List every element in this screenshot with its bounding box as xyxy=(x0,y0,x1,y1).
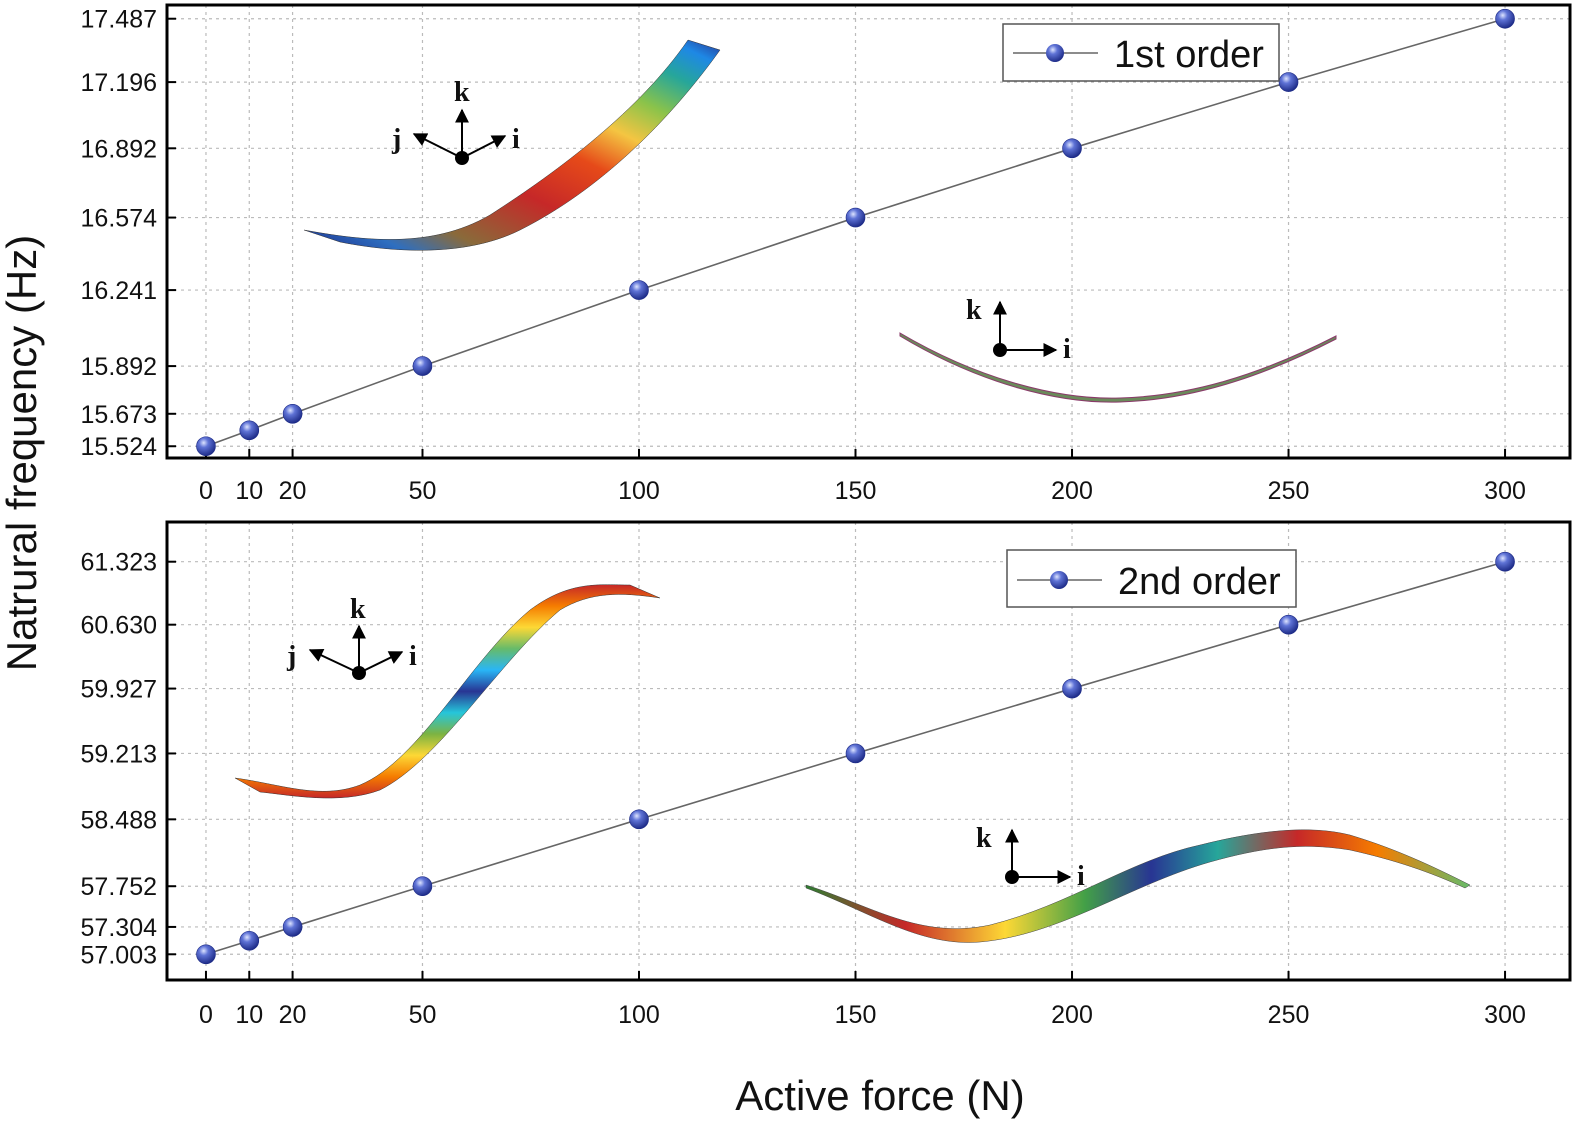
axis-letter-k: k xyxy=(976,823,992,854)
data-point xyxy=(1278,72,1299,92)
x-tick-label: 200 xyxy=(1051,477,1093,505)
x-tick-label: 0 xyxy=(199,477,213,505)
data-point xyxy=(1495,551,1515,572)
axis-letter-j: j xyxy=(286,641,296,672)
legend-marker xyxy=(1050,571,1068,589)
y-tick-label: 58.488 xyxy=(81,806,157,834)
y-tick-label: 61.323 xyxy=(81,549,157,577)
data-point xyxy=(282,403,303,424)
axes-triad-2nd-3d: k j i xyxy=(286,594,417,680)
data-point xyxy=(412,876,433,897)
axis-letter-j: j xyxy=(391,124,401,155)
y-tick-label: 59.927 xyxy=(81,676,157,704)
mode-shape-1st-order-3d xyxy=(303,39,721,251)
series-1st-order xyxy=(196,8,1515,457)
grid-1st-order xyxy=(167,5,1570,458)
legend-marker xyxy=(1046,44,1064,62)
x-tick-label: 50 xyxy=(409,477,437,505)
y-tick-label: 15.673 xyxy=(81,401,157,429)
y-tick-label: 16.241 xyxy=(81,277,157,305)
data-point xyxy=(196,436,216,457)
data-point xyxy=(629,809,649,830)
mode-shape-2nd-order-side xyxy=(805,829,1471,943)
y-tick-label: 17.487 xyxy=(81,6,157,34)
y-tick-label: 16.892 xyxy=(81,135,157,163)
y-axis-label: Natrural frequency (Hz) xyxy=(0,235,45,671)
axes-triad-1st-side: k i xyxy=(966,295,1071,365)
x-tick-label: 50 xyxy=(409,1001,437,1029)
data-point xyxy=(239,420,260,441)
x-tick-label: 100 xyxy=(618,477,660,505)
y-tick-label: 16.574 xyxy=(81,205,158,233)
y-tick-label: 15.892 xyxy=(81,353,157,381)
data-point xyxy=(282,917,303,937)
axes-triad-2nd-side: k i xyxy=(976,823,1085,892)
axis-letter-i: i xyxy=(512,124,520,155)
x-tick-label: 150 xyxy=(835,1001,877,1029)
x-tick-label: 20 xyxy=(279,1001,307,1029)
x-tick-label: 250 xyxy=(1268,1001,1310,1029)
data-point xyxy=(1062,678,1082,699)
x-tick-label: 200 xyxy=(1051,1001,1093,1029)
data-point xyxy=(1495,8,1515,29)
x-tick-label: 10 xyxy=(235,477,263,505)
y-tick-label: 57.752 xyxy=(81,873,157,901)
data-point xyxy=(196,944,216,965)
data-point xyxy=(845,743,866,764)
x-tick-label: 300 xyxy=(1484,1001,1526,1029)
x-axis-label: Active force (N) xyxy=(735,1072,1024,1119)
data-point xyxy=(412,356,433,376)
legend-2nd-order: 2nd order xyxy=(1006,549,1297,608)
axis-letter-k: k xyxy=(350,594,366,625)
y-tick-label: 17.196 xyxy=(81,69,157,97)
x-tick-label: 150 xyxy=(835,477,877,505)
data-point xyxy=(1062,138,1082,159)
axis-letter-k: k xyxy=(966,295,982,326)
x-tick-label: 20 xyxy=(279,477,307,505)
x-tick-label: 10 xyxy=(235,1001,263,1029)
x-tick-label: 250 xyxy=(1268,477,1310,505)
x-tick-label: 300 xyxy=(1484,477,1526,505)
legend-1st-order: 1st order xyxy=(1002,23,1280,82)
data-point xyxy=(1278,614,1299,635)
y-tick-label: 60.630 xyxy=(81,612,157,640)
legend-label: 1st order xyxy=(1114,34,1264,76)
data-point xyxy=(845,207,866,228)
axis-letter-i: i xyxy=(1063,334,1071,365)
mode-shape-1st-order-side xyxy=(899,332,1337,403)
y-tick-label: 57.003 xyxy=(81,941,157,969)
axis-letter-k: k xyxy=(454,77,470,108)
y-tick-label: 59.213 xyxy=(81,740,157,768)
axis-letter-i: i xyxy=(1077,861,1085,892)
x-axis-ticks-1st-order: 0 10 20 50 100 150 200 250 300 xyxy=(199,449,1526,505)
y-tick-label: 15.524 xyxy=(81,433,158,461)
x-tick-label: 0 xyxy=(199,1001,213,1029)
panel-1st-order: k j i k i 15.524 15.673 15.892 16.241 16.574… xyxy=(81,3,1572,505)
plot-frame-2nd-order xyxy=(165,520,1572,982)
grid-2nd-order xyxy=(167,522,1570,980)
y-axis-ticks-1st-order: 15.524 15.673 15.892 16.241 16.574 16.892 17.1… xyxy=(81,6,176,461)
plot-frame-1st-order xyxy=(165,3,1572,460)
series-2nd-order xyxy=(196,551,1515,965)
data-point xyxy=(239,930,260,951)
legend-label: 2nd order xyxy=(1118,561,1281,603)
mode-shape-2nd-order-3d xyxy=(234,584,661,799)
axis-letter-i: i xyxy=(409,641,417,672)
axes-triad-1st-3d: k j i xyxy=(391,77,520,165)
x-axis-ticks-2nd-order: 0 10 20 50 100 150 200 250 300 xyxy=(199,971,1526,1029)
data-point xyxy=(629,280,649,300)
x-tick-label: 100 xyxy=(618,1001,660,1029)
y-tick-label: 57.304 xyxy=(81,914,158,942)
